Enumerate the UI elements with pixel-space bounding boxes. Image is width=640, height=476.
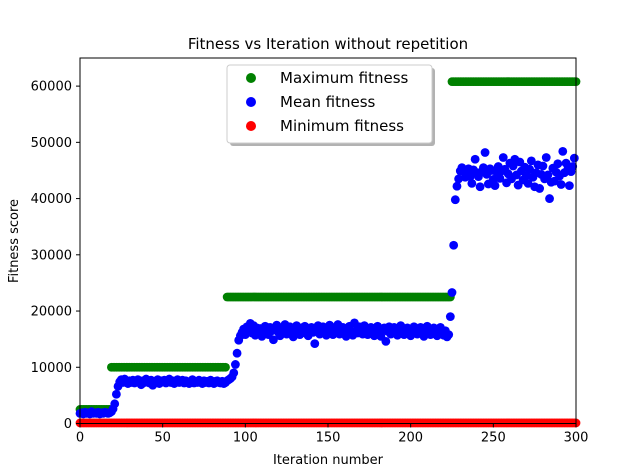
x-tick-label: 50	[154, 431, 171, 446]
data-point	[541, 153, 551, 162]
legend-box	[226, 64, 433, 144]
x-tick-label: 0	[76, 431, 84, 446]
data-point	[525, 164, 535, 174]
data-point	[110, 399, 120, 409]
data-point	[467, 178, 477, 188]
data-point	[556, 180, 566, 189]
x-tick-label: 300	[564, 431, 589, 446]
x-tick-label: 150	[316, 431, 341, 446]
legend-label-2: Minimum fitness	[280, 117, 404, 135]
data-point	[479, 163, 488, 173]
data-point	[310, 339, 320, 349]
series-2	[75, 418, 581, 428]
x-tick-label: 100	[233, 431, 258, 446]
data-point	[465, 172, 475, 182]
legend-marker-1	[246, 97, 256, 107]
data-point	[475, 182, 485, 192]
y-tick-label: 10000	[31, 361, 72, 376]
data-point	[447, 288, 457, 297]
legend: Maximum fitness Mean fitness Minimum fitne…	[226, 64, 435, 146]
y-tick-label: 20000	[31, 305, 72, 320]
x-tick-label: 200	[398, 431, 423, 446]
data-point	[553, 159, 563, 169]
data-point	[221, 362, 230, 372]
data-point	[538, 161, 548, 171]
data-point	[452, 181, 462, 191]
data-point	[508, 161, 518, 171]
legend-label-1: Mean fitness	[280, 93, 376, 111]
data-point	[526, 156, 536, 166]
data-point	[480, 148, 490, 157]
data-point	[490, 181, 500, 191]
data-point	[568, 162, 578, 171]
data-point	[445, 312, 455, 322]
y-tick-label: 50000	[31, 136, 72, 151]
data-point	[444, 330, 454, 340]
data-point	[111, 389, 121, 399]
data-point	[558, 146, 568, 156]
data-point	[545, 194, 554, 203]
data-point	[232, 348, 242, 358]
data-point	[498, 153, 508, 162]
plot-markers	[75, 77, 581, 428]
legend-label-0: Maximum fitness	[280, 69, 409, 87]
data-point	[450, 195, 460, 205]
data-point	[449, 240, 459, 250]
data-point	[543, 170, 553, 180]
chart-title: Fitness vs Iteration without repetition	[188, 35, 468, 53]
y-tick-label: 40000	[31, 192, 72, 207]
data-point	[564, 181, 574, 191]
data-point	[381, 337, 391, 346]
data-point	[229, 368, 239, 378]
series-1	[75, 146, 579, 419]
y-tick-label: 30000	[31, 248, 72, 263]
data-point	[569, 153, 579, 163]
x-axis-title: Iteration number	[273, 453, 384, 468]
legend-marker-2	[246, 121, 256, 131]
y-tick-label: 0	[64, 417, 72, 432]
data-point	[454, 174, 464, 184]
data-point	[495, 173, 505, 183]
y-axis-title: Fitness score	[7, 199, 22, 283]
y-tick-label: 60000	[31, 80, 72, 95]
data-point	[470, 154, 480, 164]
data-point	[231, 360, 240, 369]
data-point	[535, 184, 545, 193]
x-tick-label: 250	[481, 431, 506, 446]
legend-marker-0	[246, 73, 256, 83]
y-axis: 0 10000 20000 30000 40000 50000 60000	[31, 80, 80, 432]
x-axis: 0 50 100 150 200 250 300	[76, 423, 589, 446]
data-point	[269, 335, 278, 345]
data-point	[523, 178, 533, 188]
